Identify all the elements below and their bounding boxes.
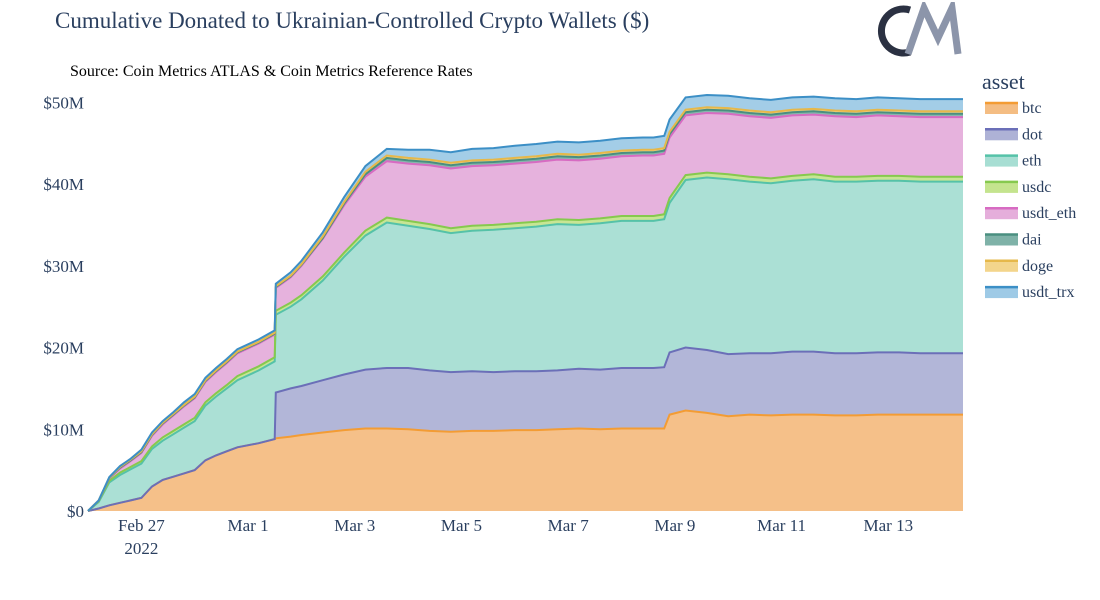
legend-item-usdc[interactable]: usdc: [985, 179, 1051, 196]
legend-label: usdt_eth: [1022, 205, 1076, 222]
line-doge: [87, 106, 963, 512]
x-tick-label: Mar 1: [228, 516, 269, 535]
y-tick-label: $20M: [43, 339, 84, 358]
line-eth: [87, 176, 963, 512]
y-tick-label: $10M: [43, 420, 84, 439]
area-btc: [88, 410, 963, 511]
legend-item-dot[interactable]: dot: [985, 126, 1043, 143]
x-tick-label: Mar 7: [548, 516, 590, 535]
y-tick-label: $40M: [43, 175, 84, 194]
legend-item-usdt_eth[interactable]: usdt_eth: [985, 205, 1076, 222]
y-tick-label: $0: [67, 502, 84, 521]
legend-label: doge: [1022, 258, 1053, 275]
y-axis-ticks: $0 $10M $20M $30M $40M $50M: [43, 93, 84, 521]
coin-metrics-logo: [877, 2, 962, 57]
legend-label: dot: [1022, 126, 1043, 143]
line-usdc: [87, 171, 963, 512]
legend-swatch: [985, 287, 1018, 299]
line-usdt_trx: [87, 93, 963, 512]
y-tick-label: $30M: [43, 257, 84, 276]
legend-label: usdt_trx: [1022, 284, 1074, 301]
legend-swatch: [985, 103, 1018, 114]
x-tick-label: Feb 27: [118, 516, 165, 535]
legend-label: usdc: [1022, 179, 1051, 196]
legend-swatch: [985, 208, 1018, 220]
legend-swatch: [985, 155, 1018, 167]
source-note: Source: Coin Metrics ATLAS & Coin Metric…: [70, 63, 473, 80]
area-usdt_eth: [88, 113, 963, 511]
legend-item-dai[interactable]: dai: [985, 232, 1042, 249]
legend-label: eth: [1022, 153, 1042, 170]
x-tick-year: 2022: [124, 539, 158, 558]
x-axis-ticks: Feb 27 2022 Mar 1 Mar 3 Mar 5 Mar 7 Mar 9 Mar 1…: [118, 516, 913, 558]
x-tick-label: Mar 13: [864, 516, 914, 535]
legend-label: btc: [1022, 100, 1042, 117]
legend-swatch: [985, 234, 1018, 246]
legend-label: dai: [1022, 232, 1042, 249]
area-eth: [88, 177, 963, 511]
line-dot: [87, 346, 963, 512]
legend-item-doge[interactable]: doge: [985, 258, 1053, 275]
legend-item-eth[interactable]: eth: [985, 153, 1042, 170]
x-tick-label: Mar 5: [441, 516, 482, 535]
series-lines: [87, 93, 963, 512]
x-tick-label: Mar 11: [757, 516, 806, 535]
legend-title: asset: [982, 69, 1025, 94]
legend-item-usdt_trx[interactable]: usdt_trx: [985, 284, 1074, 301]
y-tick-label: $50M: [43, 93, 84, 112]
x-tick-label: Mar 9: [654, 516, 695, 535]
x-tick-label: Mar 3: [334, 516, 375, 535]
legend-swatch: [985, 129, 1018, 141]
legend-swatch: [985, 181, 1018, 193]
legend-swatch: [985, 260, 1018, 272]
legend-item-btc[interactable]: btc: [985, 100, 1042, 117]
chart-title: Cumulative Donated to Ukrainian-Controll…: [55, 8, 650, 33]
